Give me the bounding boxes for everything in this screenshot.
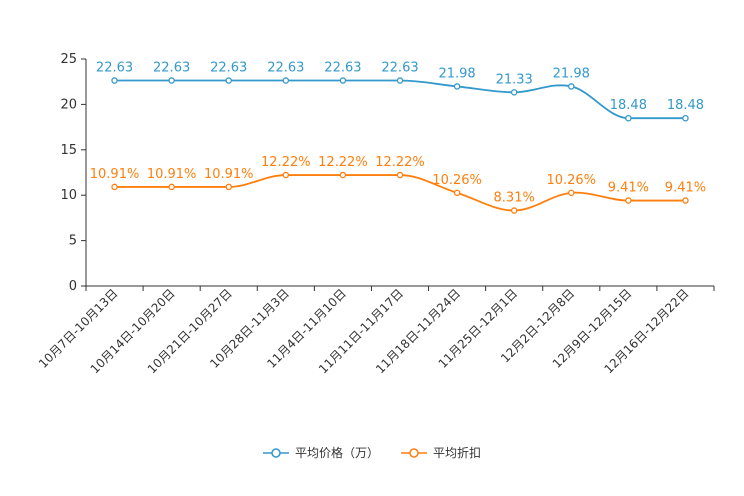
data-point[interactable] (168, 77, 175, 84)
legend-item-price[interactable]: 平均价格（万） (262, 444, 379, 461)
data-point[interactable] (282, 77, 290, 84)
data-point[interactable] (225, 77, 232, 84)
data-label: 12.22% (261, 155, 311, 170)
data-label: 18.48 (610, 98, 647, 113)
data-point[interactable] (111, 183, 118, 191)
data-label: 12.22% (318, 155, 368, 170)
series-1: 10.91% 10.91% 10.91% 12.22% 12.22% 12.22% 10.2… (90, 155, 706, 214)
data-label: 22.63 (210, 61, 247, 76)
data-label: 10.91% (147, 167, 197, 182)
data-point[interactable] (396, 77, 404, 84)
data-point[interactable] (625, 114, 632, 122)
data-label: 10.91% (204, 167, 254, 182)
data-label: 9.41% (665, 181, 706, 196)
data-point[interactable] (339, 77, 347, 84)
series-layer: 22.63 22.63 22.63 22.63 22.63 22.63 21.98 21.33… (90, 61, 706, 214)
series-line (114, 174, 686, 212)
data-point[interactable] (225, 183, 232, 191)
data-label: 21.33 (496, 72, 533, 87)
y-tick-label: 10 (60, 188, 77, 203)
data-point[interactable] (168, 183, 175, 191)
data-label: 9.41% (608, 181, 649, 196)
data-label: 8.31% (494, 191, 535, 206)
data-point[interactable] (682, 114, 689, 122)
data-label: 21.98 (553, 66, 590, 81)
data-label: 12.22% (375, 155, 425, 170)
y-tick-label: 5 (69, 234, 77, 249)
data-label: 18.48 (667, 98, 704, 113)
data-point[interactable] (568, 83, 575, 90)
legend-label-price: 平均价格（万） (294, 446, 379, 460)
series-line (114, 79, 686, 120)
legend-swatch-discount-icon (401, 447, 427, 458)
data-label: 22.63 (324, 61, 361, 76)
data-point[interactable] (453, 83, 461, 90)
data-point[interactable] (453, 189, 461, 197)
y-tick-label: 25 (60, 52, 77, 67)
data-point[interactable] (568, 189, 575, 197)
data-label: 22.63 (381, 61, 418, 76)
data-point[interactable] (625, 197, 632, 204)
data-label: 22.63 (153, 61, 190, 76)
data-point[interactable] (111, 77, 118, 84)
legend-label-discount: 平均折扣 (433, 446, 482, 460)
data-point[interactable] (682, 197, 689, 204)
data-point[interactable] (282, 171, 290, 179)
y-tick-label: 15 (60, 143, 77, 158)
data-point[interactable] (510, 207, 518, 214)
y-tick-label: 0 (69, 279, 77, 294)
data-label: 10.91% (90, 167, 140, 182)
data-label: 10.26% (432, 173, 482, 188)
data-label: 10.26% (546, 173, 596, 188)
data-label: 21.98 (438, 66, 475, 81)
legend-item-discount[interactable]: 平均折扣 (401, 444, 481, 461)
data-label: 22.63 (267, 61, 304, 76)
y-tick-label: 20 (60, 97, 77, 112)
legend-swatch-price-icon (262, 447, 289, 458)
data-point[interactable] (339, 171, 347, 179)
data-point[interactable] (510, 89, 518, 96)
data-point[interactable] (396, 171, 404, 179)
data-label: 22.63 (96, 61, 133, 76)
legend: 平均价格（万） 平均折扣 (0, 444, 744, 461)
series-0: 22.63 22.63 22.63 22.63 22.63 22.63 21.98 21.33… (96, 61, 704, 122)
